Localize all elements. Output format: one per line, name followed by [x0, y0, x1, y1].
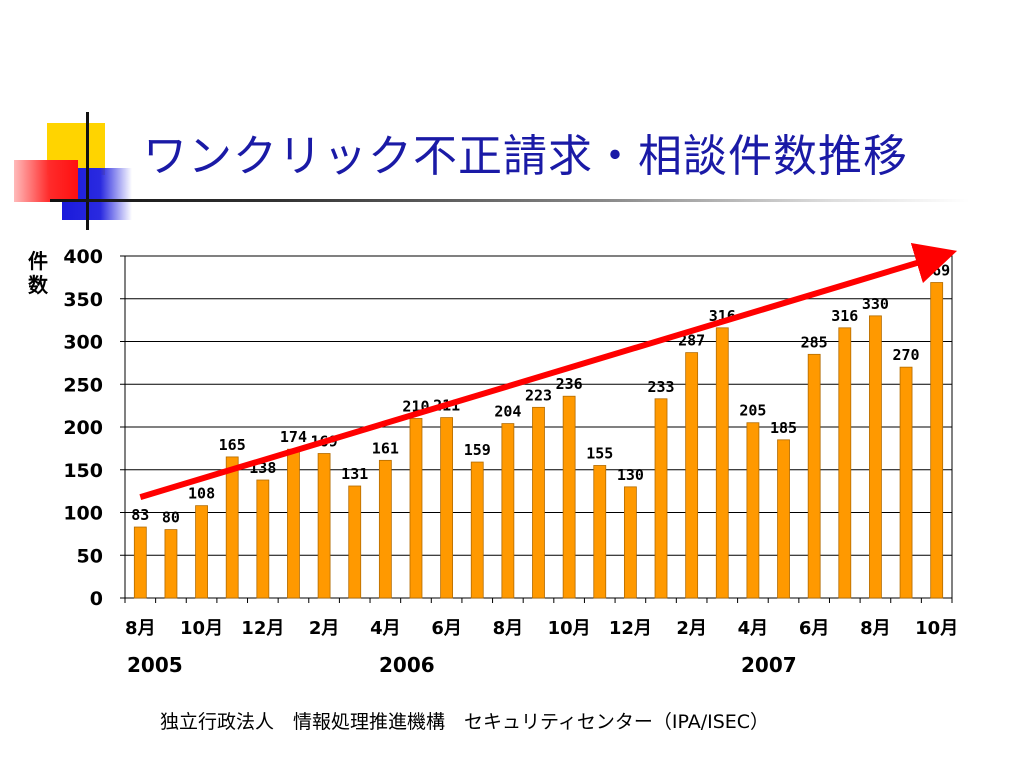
y-tick-label: 300: [63, 332, 103, 354]
x-tick-label: 10月: [180, 618, 223, 639]
x-tick-label: 2月: [309, 618, 340, 639]
bar: [746, 422, 760, 599]
x-tick-label: 10月: [548, 618, 591, 639]
data-label: 316: [831, 307, 858, 325]
source-note: 独立行政法人 情報処理推進機構 セキュリティセンター（IPA/ISEC）: [160, 711, 770, 733]
data-label: 185: [770, 419, 797, 437]
trend-arrow: [139, 242, 958, 500]
bar: [532, 406, 545, 599]
bar: [348, 485, 362, 599]
title-underline: [50, 199, 970, 202]
decor-vertical-line: [86, 112, 89, 230]
x-tick-label: 12月: [241, 618, 284, 639]
bar: [593, 465, 607, 599]
bar: [225, 456, 239, 599]
bar: [685, 352, 699, 599]
data-label: 80: [162, 509, 180, 527]
x-tick-label: 6月: [799, 618, 830, 639]
x-tick-label: 10月: [915, 618, 958, 639]
bar: [838, 327, 852, 599]
data-label: 155: [586, 444, 613, 462]
y-tick-label: 250: [63, 374, 103, 396]
bar: [562, 395, 576, 599]
y-tick-label: 400: [63, 246, 103, 268]
y-tick-label: 200: [63, 417, 103, 439]
data-label: 205: [739, 402, 766, 420]
data-label: 159: [464, 441, 491, 459]
bar: [807, 353, 821, 599]
bar: [195, 505, 208, 599]
data-label: 236: [556, 375, 583, 393]
bar: [930, 282, 944, 599]
y-tick-label: 350: [63, 289, 103, 311]
data-label: 131: [341, 465, 368, 483]
x-tick-label: 4月: [370, 618, 401, 639]
y-tick-label: 150: [63, 460, 103, 482]
x-tick-label: 8月: [125, 618, 156, 639]
y-tick-label: 100: [63, 503, 103, 525]
bar: [378, 459, 392, 599]
year-label-2007: 2007: [741, 653, 797, 677]
x-tick-label: 2月: [676, 618, 707, 639]
page-title: ワンクリック不正請求・相談件数推移: [143, 131, 908, 182]
data-label: 270: [893, 346, 920, 364]
bar: [623, 486, 637, 599]
data-label: 285: [801, 333, 828, 351]
y-axis-label: 件: [28, 249, 48, 273]
data-label: 174: [280, 428, 307, 446]
x-tick-label: 4月: [738, 618, 769, 639]
bar: [899, 366, 913, 599]
data-label: 287: [678, 332, 705, 350]
bar: [133, 526, 147, 599]
bar: [256, 479, 270, 599]
data-label: 108: [188, 485, 215, 503]
x-tick-label: 8月: [493, 618, 524, 639]
bar: [654, 398, 668, 599]
bar: [164, 529, 178, 599]
bar: [470, 461, 484, 599]
data-label: 369: [923, 262, 950, 280]
x-tick-label: 8月: [860, 618, 891, 639]
bar: [501, 423, 515, 599]
year-label-2006: 2006: [379, 653, 435, 677]
bar: [440, 417, 454, 599]
y-tick-label: 50: [77, 545, 103, 567]
y-axis-label: 数: [28, 273, 49, 297]
data-label: 161: [372, 439, 399, 457]
y-tick-label: 0: [90, 588, 103, 610]
data-label: 130: [617, 466, 644, 484]
bar: [287, 448, 300, 599]
x-tick-label: 6月: [431, 618, 462, 639]
year-label-2005: 2005: [127, 653, 183, 677]
data-label: 83: [131, 506, 149, 524]
data-label: 223: [525, 386, 552, 404]
x-tick-label: 12月: [609, 618, 652, 639]
bar: [317, 453, 331, 599]
bar: [409, 418, 423, 599]
bar: [869, 315, 882, 599]
data-label: 233: [647, 378, 674, 396]
bar: [715, 327, 729, 599]
data-label: 165: [219, 436, 246, 454]
decor-red-square: [14, 160, 78, 202]
data-label: 330: [862, 295, 889, 313]
bar: [777, 439, 790, 599]
data-label: 204: [494, 403, 521, 421]
